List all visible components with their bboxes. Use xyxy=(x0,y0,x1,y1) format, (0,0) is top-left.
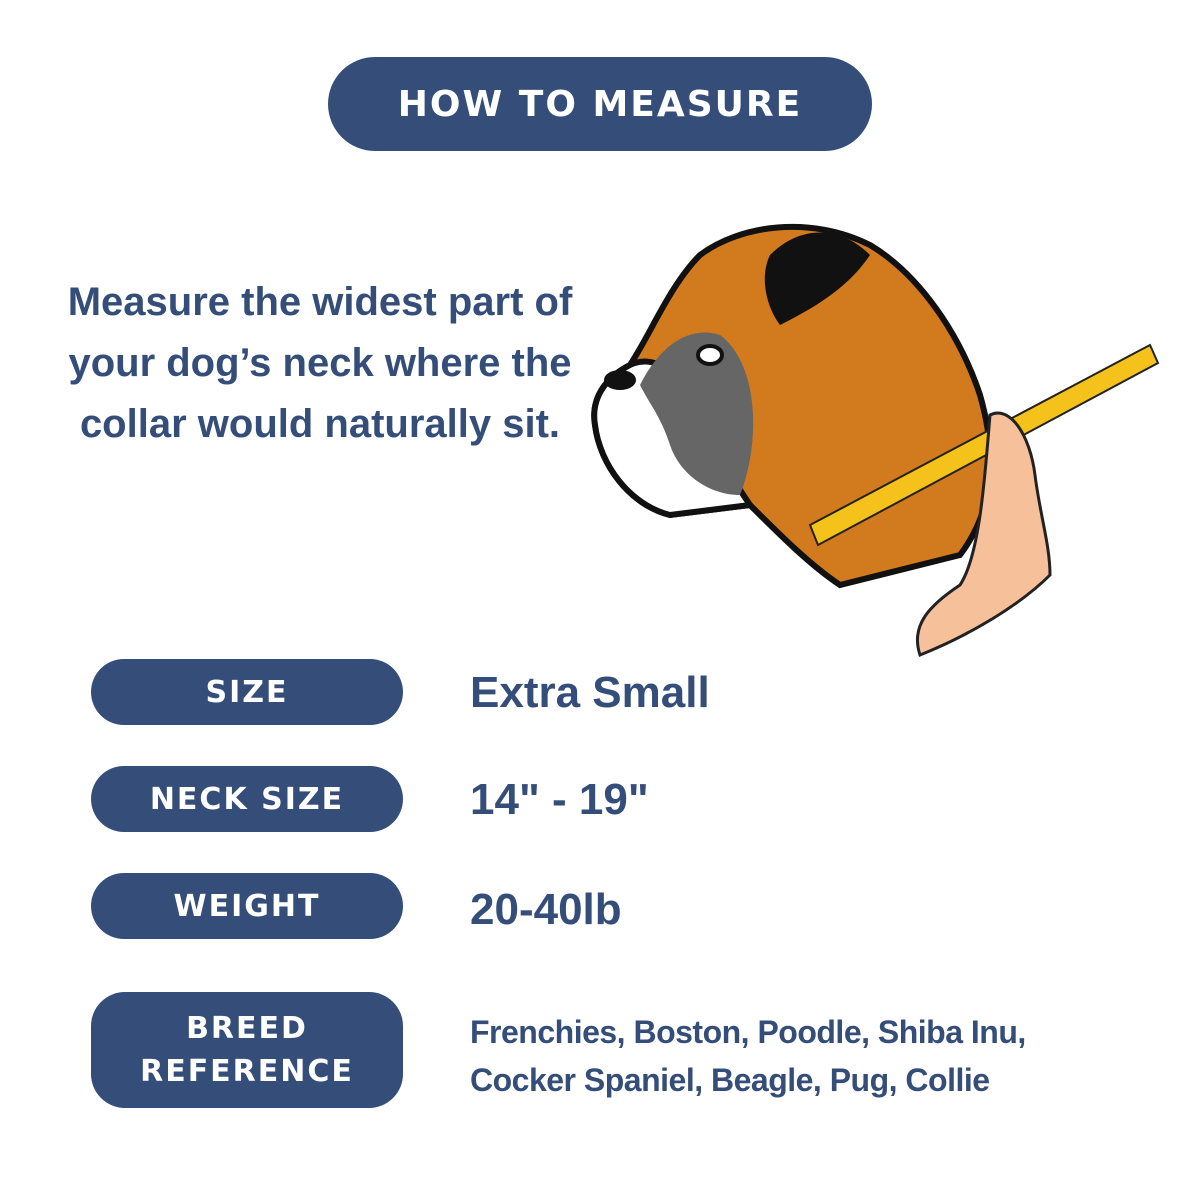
breed-reference-label: BREED REFERENCE xyxy=(91,992,403,1108)
how-to-measure-title: HOW TO MEASURE xyxy=(328,57,872,151)
neck-size-value: 14" - 19" xyxy=(470,775,649,824)
weight-value: 20-40lb xyxy=(470,885,622,934)
weight-label: WEIGHT xyxy=(91,873,403,939)
size-label: SIZE xyxy=(91,659,403,725)
neck-size-label: NECK SIZE xyxy=(91,766,403,832)
breed-reference-value: Frenchies, Boston, Poodle, Shiba Inu, Co… xyxy=(470,1014,1026,1098)
measure-instructions: Measure the widest part of your dog’s ne… xyxy=(67,280,573,446)
size-value: Extra Small xyxy=(470,668,710,717)
boxer-dog-measuring-tape-icon xyxy=(591,223,1160,657)
